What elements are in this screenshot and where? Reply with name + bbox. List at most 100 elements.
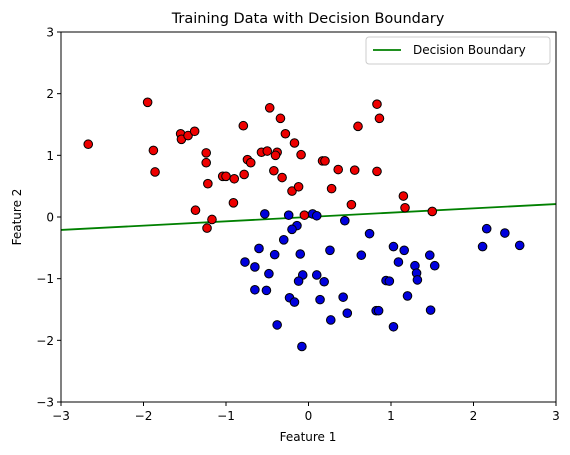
data-point — [372, 99, 382, 109]
data-point — [270, 150, 281, 161]
data-point — [239, 169, 249, 180]
data-point — [315, 294, 325, 305]
data-point — [228, 198, 239, 208]
x-tick-label: 1 — [387, 409, 395, 423]
data-point — [388, 321, 399, 332]
data-point — [477, 241, 488, 252]
data-point — [338, 292, 348, 302]
data-point — [207, 214, 217, 225]
data-point — [269, 165, 279, 176]
data-point — [424, 250, 435, 261]
legend: Decision Boundary — [365, 36, 551, 65]
data-point — [148, 145, 159, 156]
x-tick-label: −1 — [217, 409, 235, 423]
chart-title: Training Data with Decision Boundary — [171, 11, 445, 27]
data-point — [190, 205, 201, 216]
x-axis: −3 −2 −1 0 1 2 3 — [52, 402, 560, 423]
x-axis-label: Feature 1 — [280, 430, 337, 444]
data-point — [280, 128, 291, 139]
data-point — [295, 249, 306, 259]
data-point — [238, 120, 249, 131]
data-point — [201, 157, 211, 168]
legend-label-decision-boundary: Decision Boundary — [413, 43, 526, 57]
data-point — [254, 243, 264, 254]
data-point — [325, 245, 335, 256]
data-point — [333, 164, 344, 175]
data-point — [297, 341, 307, 352]
x-tick-label: 0 — [305, 409, 313, 423]
data-point — [264, 268, 274, 279]
data-point — [311, 270, 322, 280]
data-point — [287, 186, 297, 196]
x-tick-label: 2 — [470, 409, 478, 423]
data-point — [229, 173, 240, 184]
x-tick-label: −2 — [135, 409, 153, 423]
plot-area — [61, 97, 556, 352]
data-point — [427, 206, 438, 217]
data-point — [221, 171, 231, 182]
data-point — [202, 223, 212, 233]
y-axis-label: Feature 2 — [10, 189, 24, 246]
data-point — [319, 276, 329, 287]
data-point — [262, 146, 273, 156]
data-point — [388, 241, 399, 252]
data-point — [277, 172, 287, 183]
data-point — [356, 250, 367, 261]
data-point — [299, 210, 310, 220]
data-point — [311, 210, 322, 221]
data-point — [275, 113, 286, 124]
y-tick-label: −3 — [36, 396, 54, 410]
data-point — [201, 148, 211, 158]
data-point — [399, 245, 410, 256]
data-point — [189, 126, 200, 137]
data-point — [278, 235, 289, 245]
data-point — [340, 215, 350, 226]
data-point — [245, 157, 256, 168]
data-point — [374, 113, 385, 124]
data-point — [398, 191, 409, 201]
data-point — [250, 262, 260, 272]
data-point — [373, 305, 384, 316]
data-point — [402, 291, 413, 301]
data-point — [287, 224, 297, 235]
data-point — [393, 257, 404, 267]
data-point — [293, 181, 304, 192]
data-point — [364, 228, 375, 239]
legend-box — [365, 36, 551, 65]
data-point — [481, 223, 492, 234]
data-point — [353, 121, 363, 132]
data-point — [259, 209, 270, 219]
data-point — [326, 183, 337, 194]
data-point — [272, 320, 282, 330]
data-point — [429, 260, 440, 271]
data-point — [183, 130, 193, 141]
data-point — [269, 249, 280, 260]
data-point — [412, 275, 423, 285]
data-point — [261, 285, 272, 296]
y-tick-label: 0 — [46, 211, 54, 225]
y-tick-label: 1 — [46, 149, 54, 163]
data-point — [425, 305, 436, 315]
y-axis: −3 −2 −1 0 1 2 3 — [36, 26, 61, 410]
data-point — [349, 165, 360, 175]
y-tick-label: 2 — [46, 87, 54, 101]
y-tick-label: −1 — [36, 272, 54, 286]
data-point — [289, 138, 300, 148]
data-point — [142, 97, 153, 108]
data-point — [289, 297, 300, 307]
data-point — [400, 202, 410, 213]
data-point — [293, 276, 304, 286]
data-point — [372, 166, 382, 177]
data-point — [283, 210, 294, 220]
data-point — [514, 240, 525, 251]
data-point — [296, 149, 306, 160]
data-point — [320, 156, 330, 166]
data-point — [342, 308, 353, 319]
x-tick-label: −3 — [52, 409, 70, 423]
data-point — [250, 284, 260, 295]
y-tick-label: −2 — [36, 334, 54, 348]
data-point — [83, 139, 94, 150]
data-point — [325, 315, 336, 325]
data-point — [240, 257, 250, 267]
